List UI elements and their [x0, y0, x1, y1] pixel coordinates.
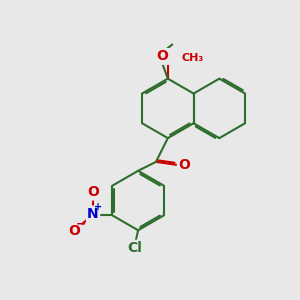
Text: O: O	[69, 224, 81, 238]
Text: O: O	[178, 158, 190, 172]
Text: CH₃: CH₃	[181, 53, 203, 63]
Text: O: O	[87, 185, 99, 199]
Text: −: −	[75, 218, 86, 231]
Text: N: N	[87, 207, 99, 221]
Text: Cl: Cl	[128, 241, 142, 255]
Text: O: O	[156, 50, 168, 63]
Text: +: +	[94, 202, 103, 212]
Text: O: O	[158, 50, 169, 63]
